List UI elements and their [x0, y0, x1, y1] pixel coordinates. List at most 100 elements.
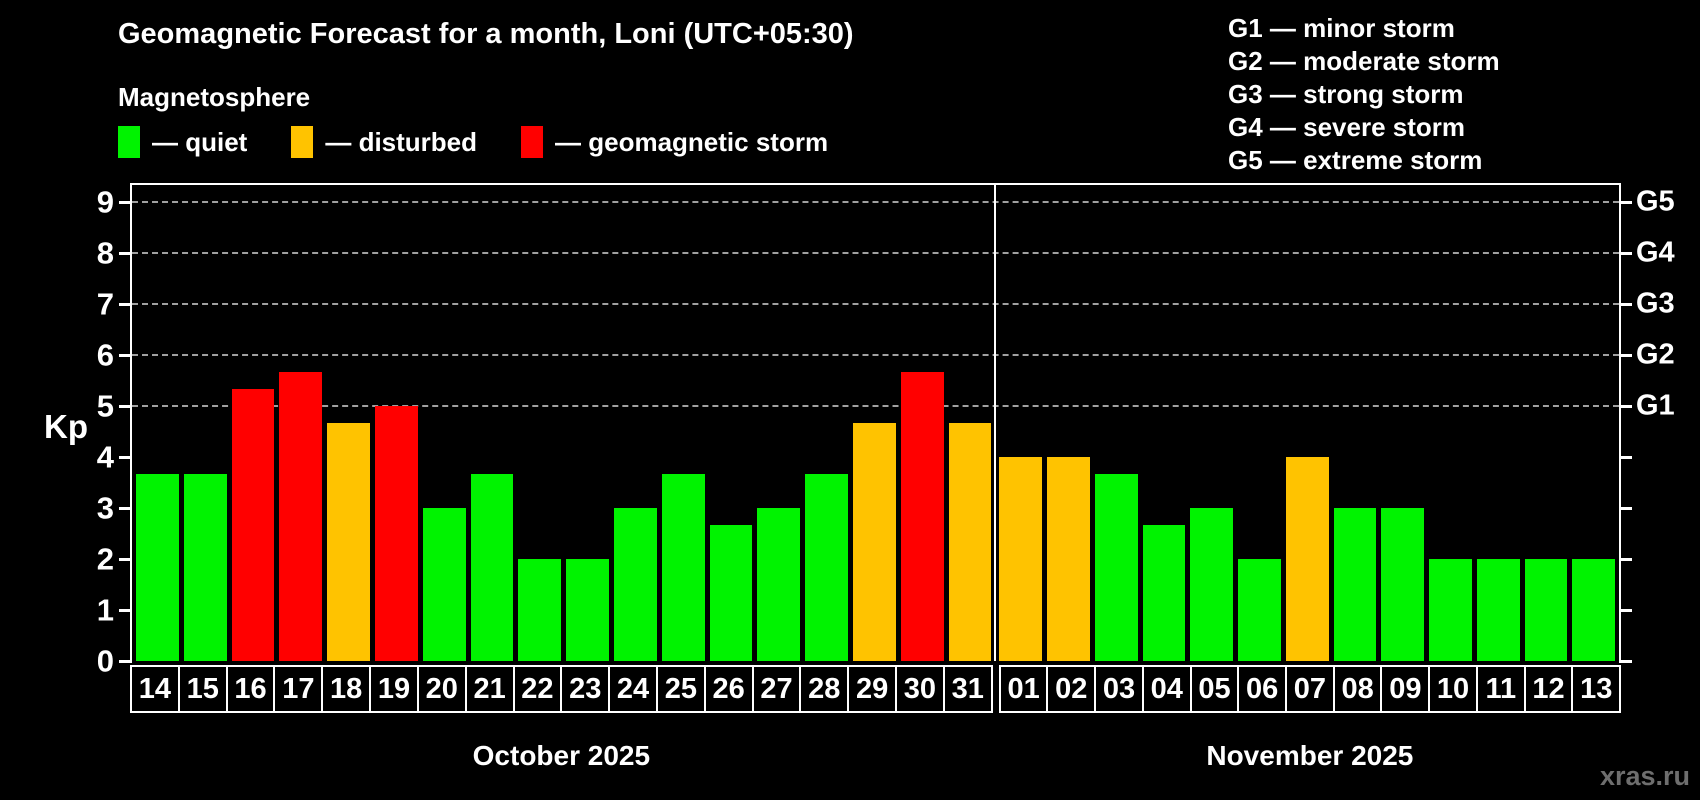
kp-bar-day-01 [999, 457, 1043, 661]
right-tick-7 [1619, 303, 1632, 306]
kp-bar-day-15 [183, 474, 227, 661]
gridline-kp-6 [132, 354, 1619, 356]
day-label-11: 11 [1475, 665, 1526, 713]
y-tick-label-8: 8 [96, 235, 114, 271]
day-label-16: 16 [225, 665, 276, 713]
month-separator-line [994, 185, 997, 661]
y-tick-label-6: 6 [96, 337, 114, 373]
kp-bar-day-24 [613, 508, 657, 661]
right-tick-3 [1619, 507, 1632, 510]
day-label-04: 04 [1141, 665, 1192, 713]
day-label-09: 09 [1380, 665, 1431, 713]
left-tick-3 [119, 507, 132, 510]
month-title-october: October 2025 [472, 740, 651, 771]
legend-label-storm: — geomagnetic storm [555, 126, 829, 157]
y-tick-label-2: 2 [96, 541, 114, 577]
bars-october [132, 185, 995, 661]
watermark: xras.ru [1599, 761, 1690, 791]
left-tick-0 [119, 660, 132, 663]
day-label-03: 03 [1094, 665, 1144, 713]
y-tick-label-4: 4 [96, 439, 114, 475]
left-tick-8 [119, 252, 132, 255]
legend-item-storm: — geomagnetic storm [521, 126, 828, 158]
kp-bar-day-09 [1381, 508, 1425, 661]
day-label-17: 17 [273, 665, 324, 713]
gridline-kp-8 [132, 252, 1619, 254]
bars-area [132, 185, 1619, 661]
day-label-24: 24 [608, 665, 658, 713]
y-tick-label-3: 3 [96, 490, 114, 526]
kp-bar-day-25 [661, 474, 705, 661]
storm-color-swatch [521, 126, 544, 158]
chart-subtitle: Magnetosphere [118, 82, 311, 112]
left-tick-5 [119, 405, 132, 408]
day-label-15: 15 [177, 665, 228, 713]
right-tick-8 [1619, 252, 1632, 255]
kp-bar-day-07 [1285, 457, 1329, 661]
kp-bar-day-18 [327, 423, 370, 661]
day-label-22: 22 [512, 665, 563, 713]
day-label-27: 27 [751, 665, 802, 713]
kp-bar-day-13 [1572, 559, 1615, 661]
g-legend-line-g1: G1 — minor storm [1228, 13, 1455, 43]
left-tick-1 [119, 609, 132, 612]
g-scale-label-g2: G2 [1636, 338, 1675, 371]
day-label-19: 19 [369, 665, 419, 713]
day-label-10: 10 [1428, 665, 1478, 713]
right-tick-0 [1619, 660, 1632, 663]
kp-bar-day-14 [136, 474, 179, 661]
day-label-30: 30 [895, 665, 945, 713]
day-label-13: 13 [1571, 665, 1622, 713]
left-tick-7 [119, 303, 132, 306]
kp-bar-day-06 [1238, 559, 1281, 661]
kp-bar-day-10 [1429, 559, 1472, 661]
page-title: Geomagnetic Forecast for a month, Loni (… [118, 18, 854, 50]
kp-bar-day-11 [1476, 559, 1520, 661]
kp-bar-day-27 [757, 508, 801, 661]
right-tick-6 [1619, 354, 1632, 357]
day-label-21: 21 [464, 665, 515, 713]
y-tick-label-1: 1 [96, 592, 114, 628]
y-tick-label-7: 7 [96, 286, 114, 322]
legend-item-quiet: — quiet [118, 126, 247, 158]
day-label-26: 26 [703, 665, 754, 713]
y-tick-label-0: 0 [96, 643, 114, 679]
left-tick-6 [119, 354, 132, 357]
day-label-31: 31 [942, 665, 993, 713]
kp-bar-day-19 [374, 406, 418, 661]
kp-bar-day-16 [231, 389, 275, 661]
kp-bar-day-23 [566, 559, 609, 661]
bars-november [995, 185, 1619, 661]
kp-bar-day-05 [1190, 508, 1234, 661]
right-tick-9 [1619, 201, 1632, 204]
day-label-07: 07 [1285, 665, 1335, 713]
y-tick-label-9: 9 [96, 184, 114, 220]
month-title-november: November 2025 [1206, 740, 1414, 771]
kp-bar-day-30 [900, 372, 944, 661]
day-label-12: 12 [1523, 665, 1574, 713]
right-tick-5 [1619, 405, 1632, 408]
g-legend-line-g4: G4 — severe storm [1228, 112, 1466, 142]
legend-label-quiet: — quiet [152, 126, 248, 157]
day-label-23: 23 [560, 665, 611, 713]
kp-bar-day-12 [1524, 559, 1568, 661]
kp-bar-day-26 [709, 525, 753, 661]
left-tick-9 [119, 201, 132, 204]
legend-label-disturbed: — disturbed [325, 126, 478, 157]
day-label-18: 18 [321, 665, 372, 713]
day-label-08: 08 [1332, 665, 1383, 713]
kp-bar-day-20 [422, 508, 466, 661]
disturbed-color-swatch [291, 126, 314, 158]
right-tick-1 [1619, 609, 1632, 612]
day-label-06: 06 [1237, 665, 1288, 713]
g-legend-line-g3: G3 — strong storm [1228, 79, 1464, 109]
kp-bar-day-22 [518, 559, 562, 661]
y-tick-label-5: 5 [96, 388, 114, 424]
day-label-02: 02 [1046, 665, 1097, 713]
day-label-14: 14 [130, 665, 180, 713]
legend-item-disturbed: — disturbed [291, 126, 477, 158]
g-legend-line-g2: G2 — moderate storm [1228, 46, 1500, 76]
day-label-25: 25 [655, 665, 706, 713]
quiet-color-swatch [118, 126, 140, 158]
right-tick-2 [1619, 558, 1632, 561]
